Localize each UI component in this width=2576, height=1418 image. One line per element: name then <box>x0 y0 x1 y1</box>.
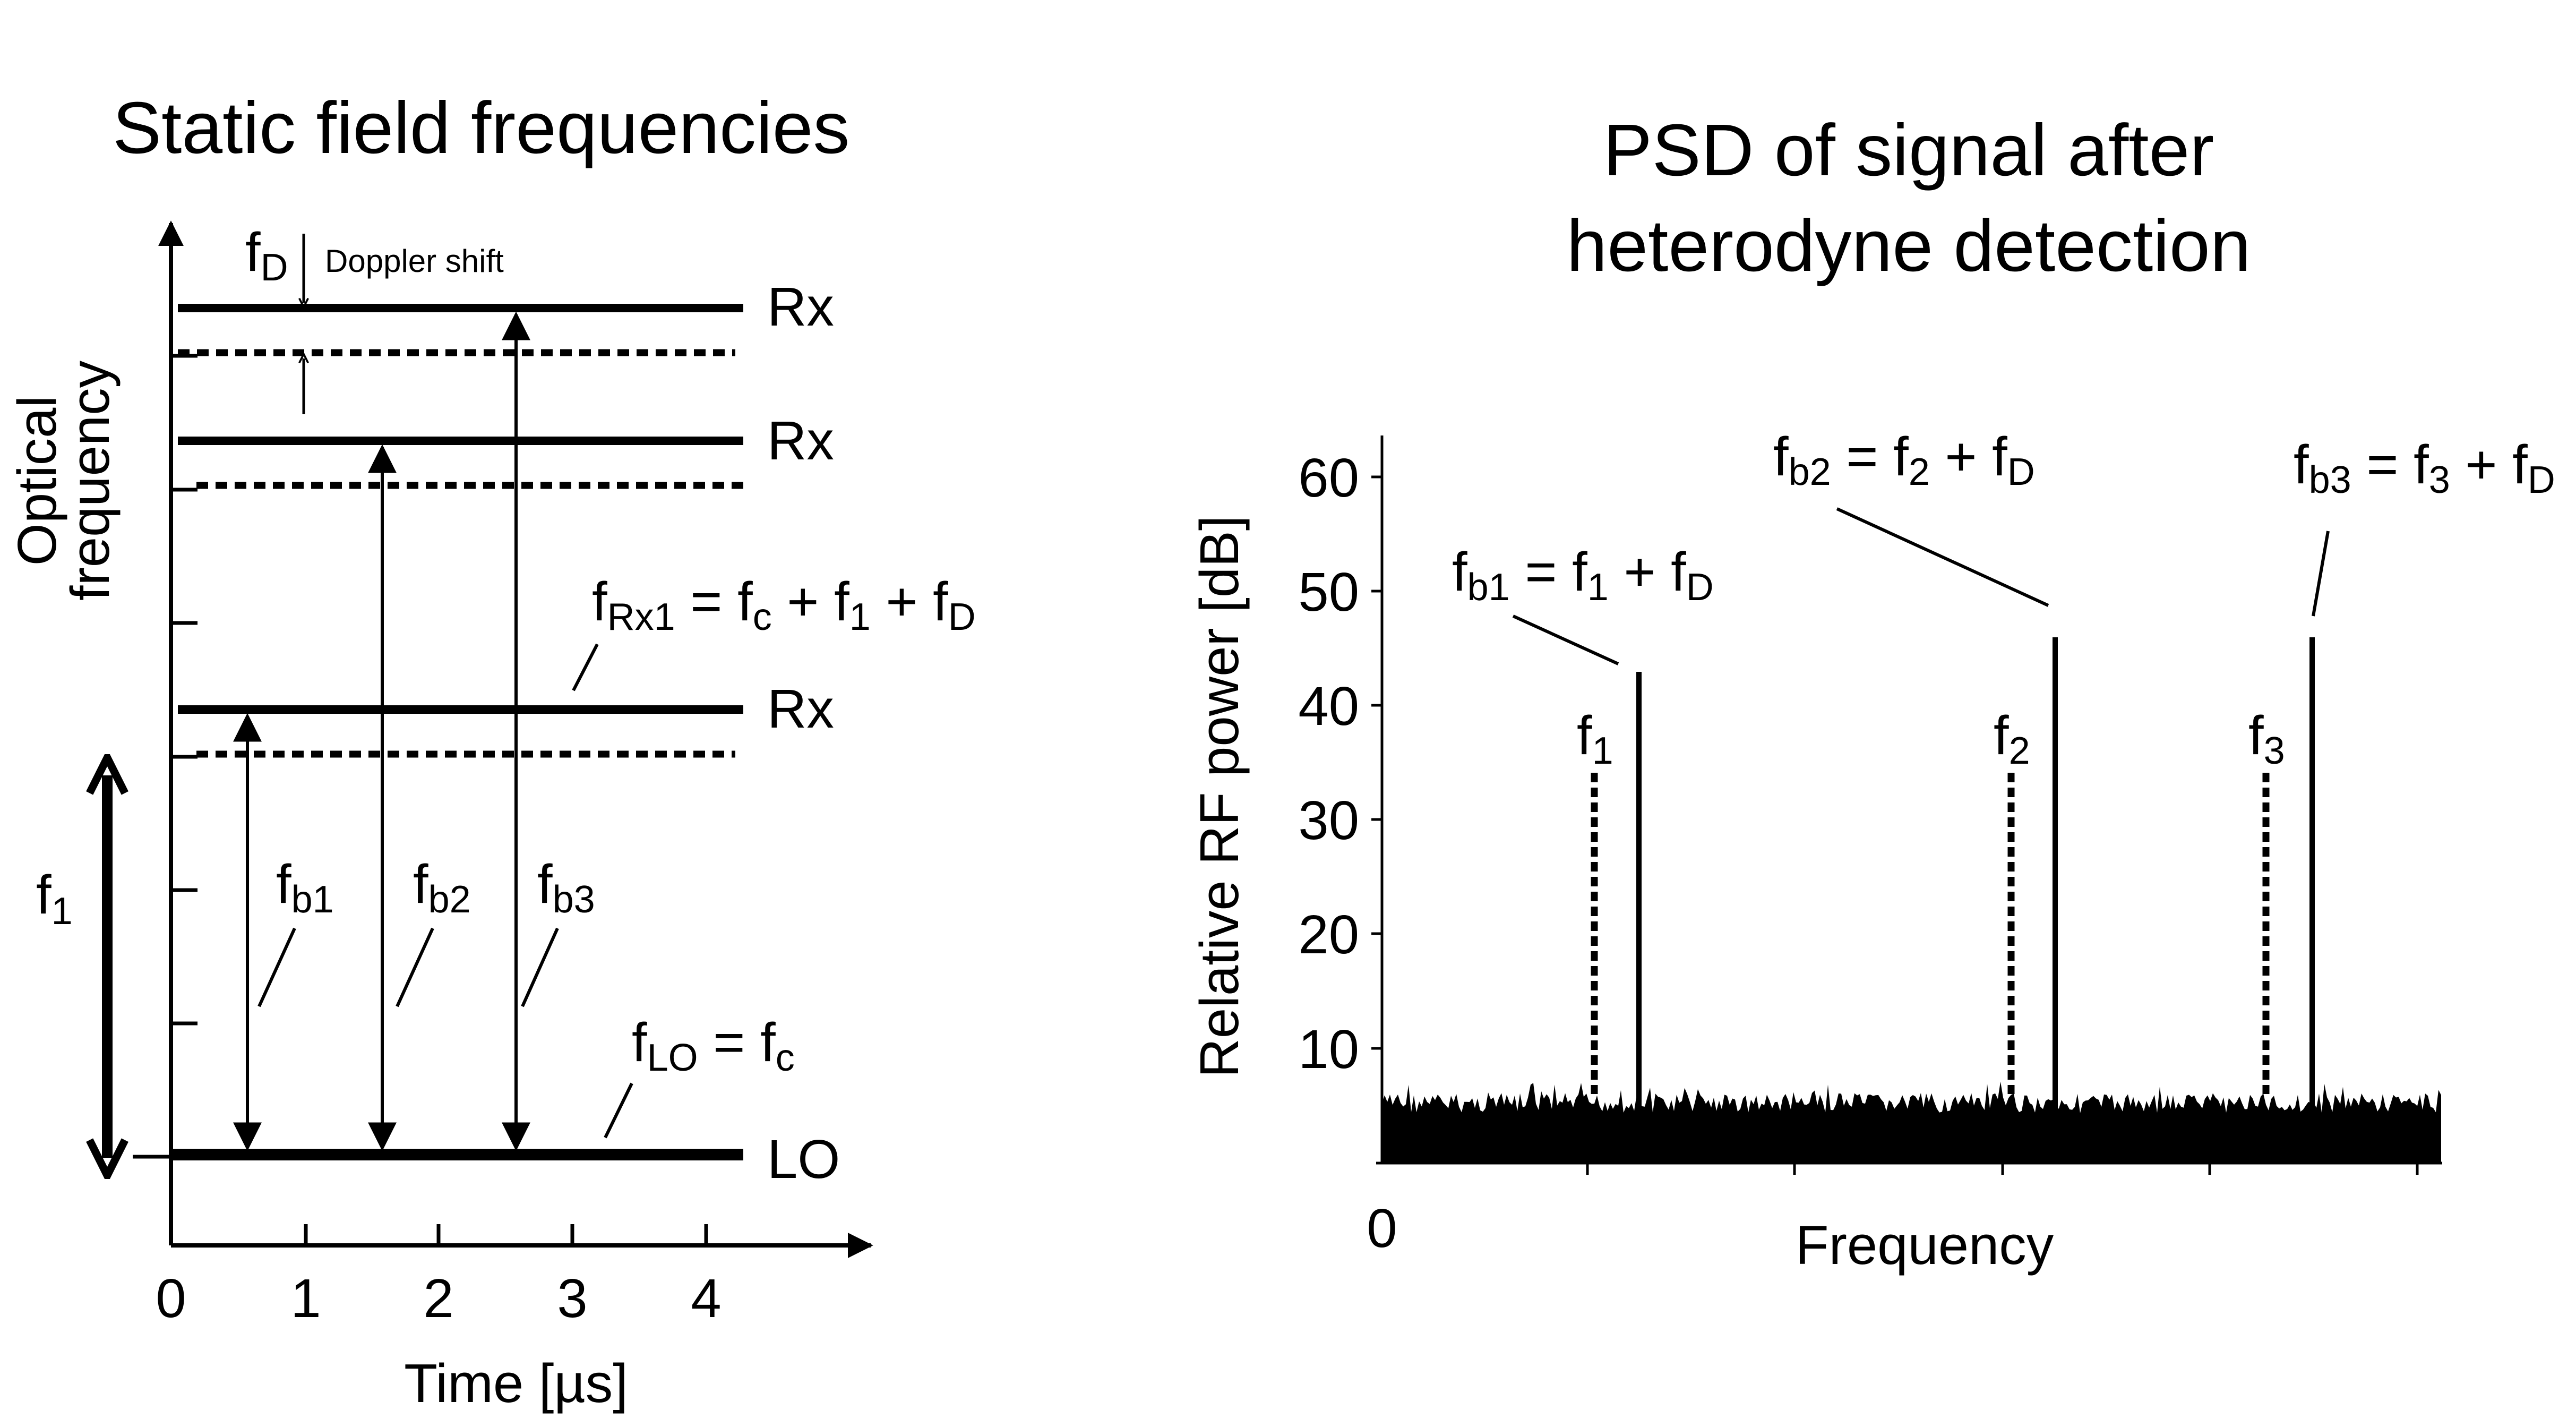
f1-marker-label: f1 <box>1577 705 1613 772</box>
rx-label-3: Rx <box>767 276 834 337</box>
rx-label-2: Rx <box>767 410 834 471</box>
beat-leader-lines <box>257 927 559 1007</box>
y-tick-label-30: 30 <box>1298 790 1359 851</box>
beat-label-b2: fb2 <box>413 853 471 921</box>
right-y-axis-label: Relative RF power [dB] <box>1189 515 1250 1078</box>
left-y-ticks <box>133 354 198 1159</box>
y-tick-label-50: 50 <box>1298 561 1359 622</box>
lo-label: LO <box>767 1129 840 1190</box>
rx-label-1: Rx <box>767 678 834 739</box>
x-tick-label-3: 3 <box>557 1268 587 1329</box>
x-tick-label-2: 2 <box>423 1268 453 1329</box>
right-panel-title-line1: PSD of signal after <box>1603 109 2214 191</box>
doppler-label: fD <box>245 221 288 289</box>
f3-marker-label: f3 <box>2248 705 2285 772</box>
x-tick-label-1: 1 <box>290 1268 321 1329</box>
beat-label-b1: fb1 <box>276 853 334 921</box>
right-panel: PSD of signal after heterodyne detection… <box>1189 109 2555 1276</box>
left-panel: Static field frequencies 0 1 2 3 4 Time … <box>6 87 976 1414</box>
y-tick-label-60: 60 <box>1298 447 1359 508</box>
left-x-axis-label: Time [µs] <box>404 1353 628 1414</box>
peak-leader-lines <box>1512 507 2330 665</box>
left-panel-title: Static field frequencies <box>113 87 849 169</box>
x-tick-label-0: 0 <box>156 1268 186 1329</box>
f-lo-leader-line <box>604 1082 633 1139</box>
fb1-equation: fb1 = f1 + fD <box>1452 541 1714 609</box>
f2-marker-label: f2 <box>1994 705 2030 772</box>
f-rx1-leader-line <box>572 643 599 691</box>
doppler-shift-text: Doppler shift <box>325 243 504 279</box>
left-y-axis-label-line2: frequency <box>59 360 121 601</box>
fb3-equation: fb3 = f3 + fD <box>2294 434 2555 501</box>
fb2-equation: fb2 = f2 + fD <box>1773 426 2035 493</box>
f1-label: f1 <box>36 864 73 933</box>
right-panel-title-line2: heterodyne detection <box>1567 205 2251 287</box>
x-tick-label-4: 4 <box>691 1268 721 1329</box>
left-y-axis-label: Optical frequency <box>6 360 121 601</box>
f-lo-equation: fLO = fc <box>632 1012 795 1079</box>
right-x-ticks <box>1586 1163 2419 1175</box>
left-y-axis-label-line1: Optical <box>6 396 67 566</box>
left-x-ticks <box>304 1224 708 1245</box>
y-tick-label-40: 40 <box>1298 676 1359 737</box>
right-x-zero-label: 0 <box>1367 1198 1397 1259</box>
y-tick-label-10: 10 <box>1298 1019 1359 1080</box>
y-tick-label-20: 20 <box>1298 904 1359 965</box>
right-y-ticks <box>1371 475 1382 1050</box>
f-rx1-equation: fRx1 = fc + f1 + fD <box>592 571 976 638</box>
noise-floor <box>1382 1081 2441 1164</box>
beat-label-b3: fb3 <box>537 853 595 921</box>
right-x-axis-label: Frequency <box>1796 1215 2054 1276</box>
